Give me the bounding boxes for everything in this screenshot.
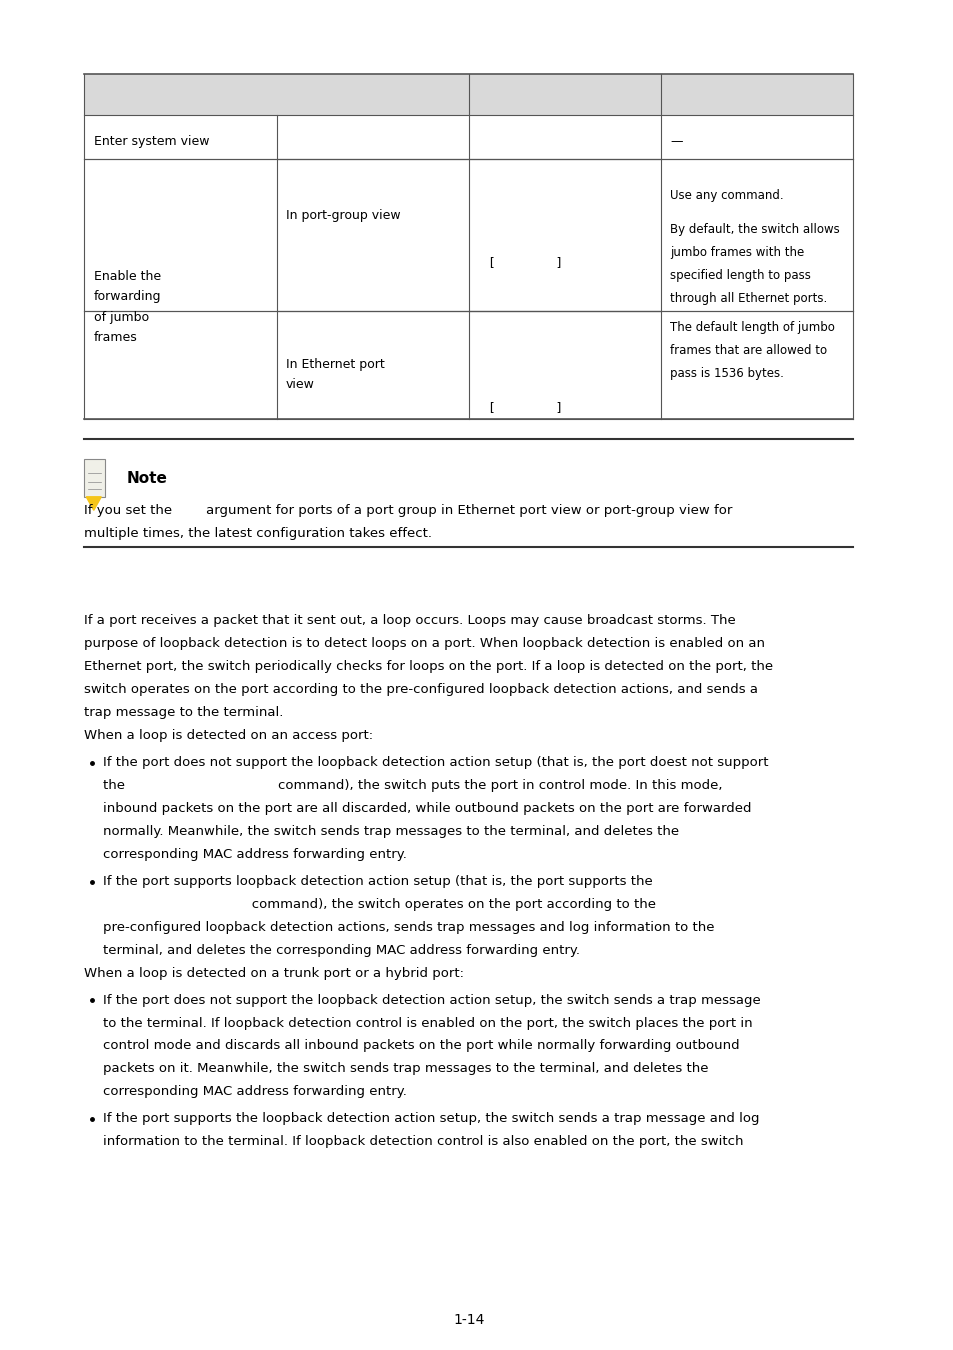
Text: purpose of loopback detection is to detect loops on a port. When loopback detect: purpose of loopback detection is to dete… — [84, 637, 764, 651]
Text: [        ]: [ ] — [487, 256, 562, 270]
Text: Ethernet port, the switch periodically checks for loops on the port. If a loop i: Ethernet port, the switch periodically c… — [84, 660, 773, 674]
Text: If you set the        argument for ports of a port group in Ethernet port view o: If you set the argument for ports of a p… — [84, 504, 732, 517]
Text: If the port does not support the loopback detection action setup (that is, the p: If the port does not support the loopbac… — [103, 756, 768, 770]
Text: to the terminal. If loopback detection control is enabled on the port, the switc: to the terminal. If loopback detection c… — [103, 1017, 752, 1030]
Text: jumbo frames with the: jumbo frames with the — [670, 246, 803, 259]
Text: pre-configured loopback detection actions, sends trap messages and log informati: pre-configured loopback detection action… — [103, 921, 714, 934]
Text: The default length of jumbo: The default length of jumbo — [670, 321, 835, 335]
Text: corresponding MAC address forwarding entry.: corresponding MAC address forwarding ent… — [103, 1085, 407, 1099]
Text: through all Ethernet ports.: through all Ethernet ports. — [670, 292, 827, 305]
Text: specified length to pass: specified length to pass — [670, 269, 810, 282]
Text: frames: frames — [93, 331, 137, 344]
Text: packets on it. Meanwhile, the switch sends trap messages to the terminal, and de: packets on it. Meanwhile, the switch sen… — [103, 1062, 708, 1076]
Text: [        ]: [ ] — [487, 401, 562, 414]
Text: view: view — [286, 378, 314, 392]
Text: Enter system view: Enter system view — [93, 135, 209, 148]
Text: —: — — [670, 135, 682, 148]
Text: If the port does not support the loopback detection action setup, the switch sen: If the port does not support the loopbac… — [103, 994, 760, 1007]
Text: 1-14: 1-14 — [453, 1314, 484, 1327]
Text: inbound packets on the port are all discarded, while outbound packets on the por: inbound packets on the port are all disc… — [103, 802, 751, 815]
Text: terminal, and deletes the corresponding MAC address forwarding entry.: terminal, and deletes the corresponding … — [103, 944, 579, 957]
Text: Note: Note — [127, 471, 168, 486]
Text: In Ethernet port: In Ethernet port — [286, 358, 384, 371]
Text: of jumbo: of jumbo — [93, 310, 149, 324]
Text: command), the switch operates on the port according to the: command), the switch operates on the por… — [103, 898, 656, 911]
Text: multiple times, the latest configuration takes effect.: multiple times, the latest configuration… — [84, 526, 432, 540]
Text: If the port supports loopback detection action setup (that is, the port supports: If the port supports loopback detection … — [103, 875, 652, 888]
Text: When a loop is detected on a trunk port or a hybrid port:: When a loop is detected on a trunk port … — [84, 967, 464, 980]
Text: pass is 1536 bytes.: pass is 1536 bytes. — [670, 367, 783, 381]
Text: In port-group view: In port-group view — [286, 209, 400, 223]
Text: information to the terminal. If loopback detection control is also enabled on th: information to the terminal. If loopback… — [103, 1135, 743, 1149]
Text: Enable the: Enable the — [93, 270, 161, 284]
Text: By default, the switch allows: By default, the switch allows — [670, 223, 840, 236]
Text: Use any command.: Use any command. — [670, 189, 783, 202]
Text: control mode and discards all inbound packets on the port while normally forward: control mode and discards all inbound pa… — [103, 1040, 739, 1053]
Text: trap message to the terminal.: trap message to the terminal. — [84, 706, 283, 720]
Text: When a loop is detected on an access port:: When a loop is detected on an access por… — [84, 729, 374, 742]
FancyBboxPatch shape — [84, 459, 105, 497]
Text: If a port receives a packet that it sent out, a loop occurs. Loops may cause bro: If a port receives a packet that it sent… — [84, 614, 736, 628]
Text: the                                    command), the switch puts the port in con: the command), the switch puts the port i… — [103, 779, 721, 792]
Text: normally. Meanwhile, the switch sends trap messages to the terminal, and deletes: normally. Meanwhile, the switch sends tr… — [103, 825, 679, 838]
Text: If the port supports the loopback detection action setup, the switch sends a tra: If the port supports the loopback detect… — [103, 1112, 759, 1126]
Text: switch operates on the port according to the pre-configured loopback detection a: switch operates on the port according to… — [84, 683, 758, 697]
Text: forwarding: forwarding — [93, 290, 161, 304]
Text: corresponding MAC address forwarding entry.: corresponding MAC address forwarding ent… — [103, 848, 407, 861]
Text: frames that are allowed to: frames that are allowed to — [670, 344, 826, 358]
Polygon shape — [86, 497, 101, 510]
FancyBboxPatch shape — [84, 74, 852, 115]
